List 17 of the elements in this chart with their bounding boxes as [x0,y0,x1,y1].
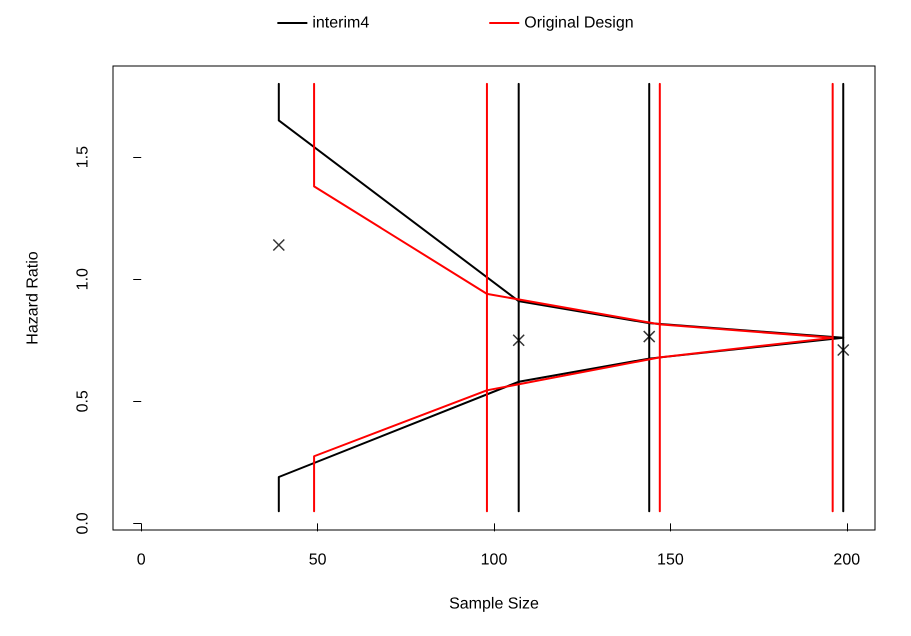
y-tick-label: 1.0 [74,268,92,290]
x-tick-label: 150 [657,552,684,568]
x-tick-label: 0 [136,552,146,568]
point [642,330,656,343]
x-tick-label: 100 [480,552,508,568]
y-tick-label: 0.5 [74,390,92,412]
x-axis-title: Sample Size [449,596,540,612]
point [837,344,850,356]
y-tick-label: 1.5 [74,146,92,168]
point [512,334,525,346]
y-tick-label: 0.0 [74,512,92,535]
y-axis-title: Hazard Ratio [24,251,42,345]
x-tick-label: 200 [833,552,860,568]
legend-label: interim4 [312,14,370,32]
x-tick-label: 50 [308,552,327,568]
point [272,238,286,252]
legend-label: Original Design [524,14,634,32]
